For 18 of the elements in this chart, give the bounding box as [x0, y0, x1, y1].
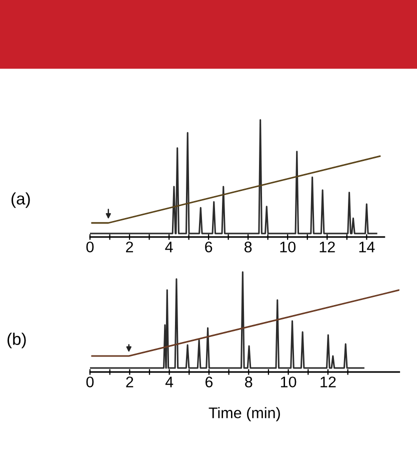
x-axis-title: Time (min): [208, 407, 280, 422]
x-tick-label: 12: [320, 242, 335, 252]
x-tick-label: 6: [206, 376, 213, 388]
x-tick-label: 8: [244, 242, 252, 252]
x-tick-label: 12: [320, 376, 336, 388]
x-tick-label: 0: [86, 242, 94, 252]
x-tick-label: 2: [126, 376, 134, 388]
x-tick-label: 10: [280, 376, 296, 388]
text: (b): [8, 332, 26, 348]
x-tick-label: 4: [165, 376, 174, 388]
x-tick-label: 8: [245, 376, 252, 388]
x-tick-label: 10: [280, 242, 296, 252]
x-tick-label: 14: [359, 242, 375, 252]
text: (a): [12, 192, 30, 208]
x-tick-label: 4: [165, 242, 173, 252]
x-tick-label: 0: [86, 376, 94, 388]
x-tick-label: 6: [205, 242, 212, 252]
x-tick-label: 2: [126, 242, 133, 252]
